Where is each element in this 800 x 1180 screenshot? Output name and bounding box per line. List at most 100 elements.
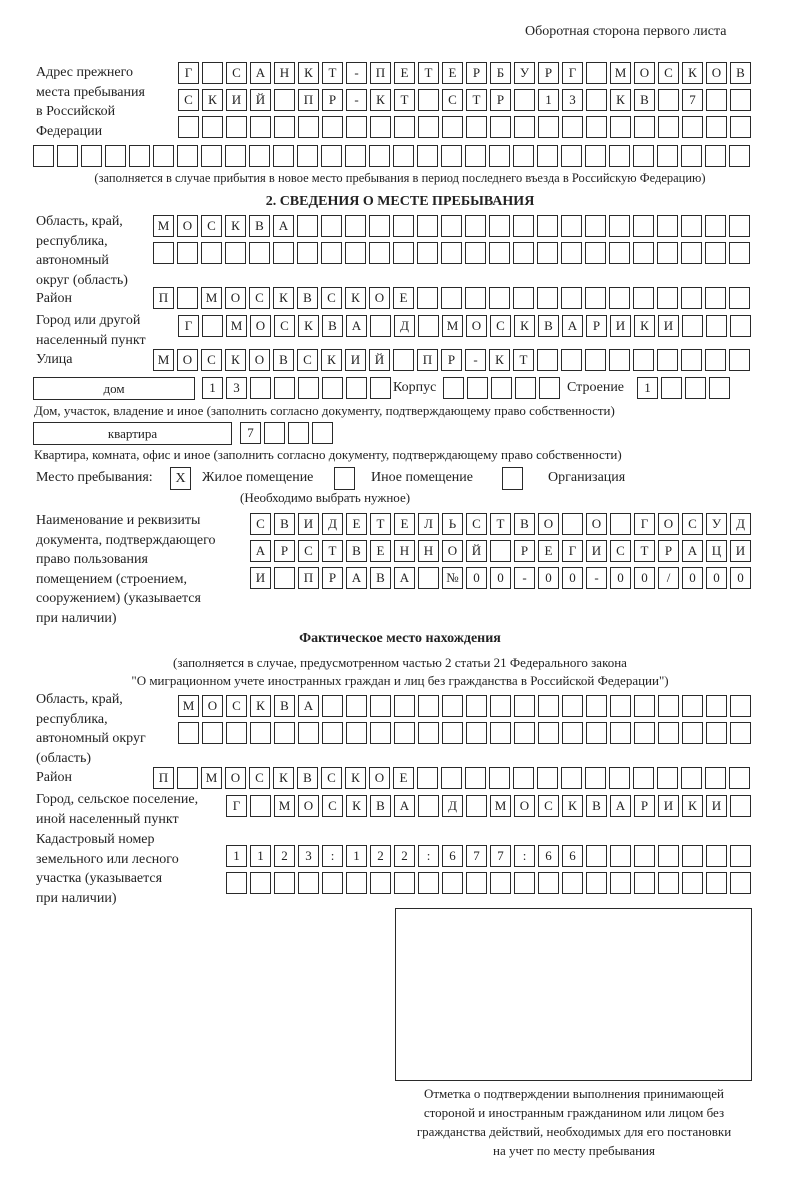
char-cell[interactable] xyxy=(658,872,679,894)
char-cell[interactable] xyxy=(586,695,607,717)
char-cell[interactable] xyxy=(538,872,559,894)
char-cell[interactable] xyxy=(418,722,439,744)
char-cell[interactable]: Д xyxy=(322,513,343,535)
char-cell[interactable]: Г xyxy=(634,513,655,535)
char-cell[interactable]: С xyxy=(658,62,679,84)
char-cell[interactable]: А xyxy=(682,540,703,562)
char-cell[interactable] xyxy=(393,215,414,237)
char-cell[interactable] xyxy=(610,116,631,138)
char-cell[interactable]: Е xyxy=(393,287,414,309)
char-cell[interactable]: С xyxy=(201,349,222,371)
char-cell[interactable] xyxy=(706,845,727,867)
char-cell[interactable] xyxy=(730,872,751,894)
char-cell[interactable] xyxy=(490,116,511,138)
char-cell[interactable]: А xyxy=(394,795,415,817)
char-cell[interactable] xyxy=(562,116,583,138)
char-cell[interactable] xyxy=(298,116,319,138)
char-cell[interactable] xyxy=(537,215,558,237)
char-cell[interactable] xyxy=(706,315,727,337)
char-cell[interactable] xyxy=(298,722,319,744)
char-cell[interactable] xyxy=(513,145,534,167)
char-cell[interactable] xyxy=(490,540,511,562)
char-cell[interactable]: И xyxy=(658,315,679,337)
char-cell[interactable] xyxy=(489,145,510,167)
char-cell[interactable]: И xyxy=(226,89,247,111)
char-cell[interactable] xyxy=(658,116,679,138)
char-cell[interactable] xyxy=(729,287,750,309)
char-cell[interactable] xyxy=(657,349,678,371)
place-checkbox-other[interactable] xyxy=(334,467,355,490)
char-cell[interactable]: Г xyxy=(562,540,583,562)
document-row-3[interactable]: И П Р А В А № 0 0-0 0-0 0/0 0 0 xyxy=(250,567,754,589)
char-cell[interactable]: Н xyxy=(394,540,415,562)
char-cell[interactable] xyxy=(394,722,415,744)
char-cell[interactable]: П xyxy=(417,349,438,371)
char-cell[interactable]: С xyxy=(321,767,342,789)
char-cell[interactable] xyxy=(466,795,487,817)
char-cell[interactable]: Н xyxy=(418,540,439,562)
char-cell[interactable] xyxy=(706,722,727,744)
char-cell[interactable] xyxy=(225,242,246,264)
char-cell[interactable]: 7 xyxy=(682,89,703,111)
char-cell[interactable]: С xyxy=(250,513,271,535)
char-cell[interactable]: - xyxy=(514,567,535,589)
char-cell[interactable]: Е xyxy=(442,62,463,84)
char-cell[interactable]: В xyxy=(370,795,391,817)
char-cell[interactable] xyxy=(393,242,414,264)
char-cell[interactable] xyxy=(441,145,462,167)
char-cell[interactable]: С xyxy=(321,287,342,309)
char-cell[interactable] xyxy=(730,315,751,337)
char-cell[interactable] xyxy=(129,145,150,167)
char-cell[interactable]: 1 xyxy=(202,377,223,399)
char-cell[interactable]: Р xyxy=(658,540,679,562)
char-cell[interactable] xyxy=(681,287,702,309)
char-cell[interactable]: В xyxy=(370,567,391,589)
char-cell[interactable]: М xyxy=(201,287,222,309)
char-cell[interactable] xyxy=(322,695,343,717)
char-cell[interactable] xyxy=(250,722,271,744)
char-cell[interactable] xyxy=(610,872,631,894)
char-cell[interactable]: О xyxy=(369,287,390,309)
char-cell[interactable]: К xyxy=(250,695,271,717)
char-cell[interactable]: К xyxy=(610,89,631,111)
char-cell[interactable]: Т xyxy=(322,540,343,562)
char-cell[interactable]: С xyxy=(466,513,487,535)
char-cell[interactable] xyxy=(514,872,535,894)
char-cell[interactable] xyxy=(730,695,751,717)
char-cell[interactable] xyxy=(705,287,726,309)
char-cell[interactable] xyxy=(369,145,390,167)
char-cell[interactable]: К xyxy=(225,349,246,371)
char-cell[interactable] xyxy=(706,872,727,894)
char-cell[interactable]: Д xyxy=(394,315,415,337)
char-cell[interactable]: Т xyxy=(490,513,511,535)
char-cell[interactable] xyxy=(442,116,463,138)
char-cell[interactable] xyxy=(682,116,703,138)
char-cell[interactable] xyxy=(729,767,750,789)
char-cell[interactable] xyxy=(634,872,655,894)
char-cell[interactable] xyxy=(682,695,703,717)
char-cell[interactable] xyxy=(682,722,703,744)
char-cell[interactable] xyxy=(609,287,630,309)
char-cell[interactable]: В xyxy=(274,695,295,717)
char-cell[interactable] xyxy=(729,145,750,167)
char-cell[interactable] xyxy=(321,145,342,167)
char-cell[interactable]: 6 xyxy=(538,845,559,867)
char-cell[interactable] xyxy=(394,116,415,138)
char-cell[interactable] xyxy=(418,89,439,111)
prev-address-row-3[interactable] xyxy=(178,116,754,138)
char-cell[interactable] xyxy=(537,767,558,789)
char-cell[interactable] xyxy=(730,722,751,744)
char-cell[interactable] xyxy=(442,695,463,717)
char-cell[interactable] xyxy=(274,872,295,894)
char-cell[interactable]: О xyxy=(250,315,271,337)
char-cell[interactable] xyxy=(177,242,198,264)
char-cell[interactable] xyxy=(561,767,582,789)
char-cell[interactable]: М xyxy=(442,315,463,337)
char-cell[interactable] xyxy=(322,722,343,744)
char-cell[interactable]: О xyxy=(706,62,727,84)
char-cell[interactable]: В xyxy=(297,287,318,309)
char-cell[interactable]: В xyxy=(634,89,655,111)
